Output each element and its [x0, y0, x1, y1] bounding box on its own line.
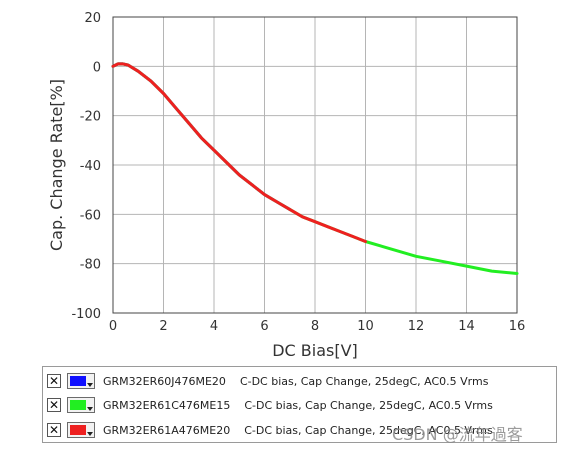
series-part-number: GRM32ER60J476ME20 [103, 374, 226, 388]
x-axis-label: DC Bias[V] [272, 341, 358, 360]
x-tick-label: 10 [357, 319, 374, 334]
y-tick-labels: 20 0 -20 -40 -60 -80 -100 [71, 11, 101, 322]
y-tick-label: -100 [71, 307, 101, 322]
series-checkbox[interactable]: ✕ [47, 374, 61, 388]
legend-row: ✕ GRM32ER61A476ME20 C-DC bias, Cap Chang… [47, 420, 493, 440]
color-picker-button[interactable] [67, 373, 95, 389]
series-color-swatch [70, 376, 86, 386]
x-tick-label: 16 [509, 319, 526, 334]
x-tick-label: 14 [458, 319, 475, 334]
chevron-down-icon [87, 383, 93, 387]
x-tick-label: 12 [408, 319, 425, 334]
series-checkbox[interactable]: ✕ [47, 398, 61, 412]
y-axis-label: Cap. Change Rate[%] [47, 79, 66, 251]
plot-area-frame [112, 16, 518, 314]
series-line [111, 62, 367, 243]
color-picker-button[interactable] [67, 422, 95, 438]
series-description: C-DC bias, Cap Change, 25degC, AC0.5 Vrm… [244, 423, 493, 437]
series-color-swatch [70, 400, 86, 410]
chevron-down-icon [87, 407, 93, 411]
y-tick-label: -80 [80, 258, 101, 273]
legend: ✕ GRM32ER60J476ME20 C-DC bias, Cap Chang… [42, 366, 557, 443]
color-picker-button[interactable] [67, 397, 95, 413]
y-tick-label: -60 [80, 208, 101, 223]
legend-row: ✕ GRM32ER61C476ME15 C-DC bias, Cap Chang… [47, 395, 493, 415]
series-description: C-DC bias, Cap Change, 25degC, AC0.5 Vrm… [244, 398, 493, 412]
series-part-number: GRM32ER61A476ME20 [103, 423, 231, 437]
series-color-swatch [70, 425, 86, 435]
series-layer [111, 62, 519, 275]
watermark: CSDN @流年過客 [392, 425, 523, 444]
y-tick-label: 0 [93, 60, 101, 75]
legend-row: ✕ GRM32ER60J476ME20 C-DC bias, Cap Chang… [47, 371, 488, 391]
y-tick-label: -40 [80, 159, 101, 174]
x-tick-label: 2 [159, 319, 167, 334]
x-tick-label: 8 [311, 319, 319, 334]
x-tick-label: 6 [260, 319, 268, 334]
series-description: C-DC bias, Cap Change, 25degC, AC0.5 Vrm… [239, 374, 489, 388]
x-tick-label: 0 [109, 319, 117, 334]
x-tick-label: 4 [210, 319, 218, 334]
y-tick-label: 20 [84, 11, 101, 26]
series-part-number: GRM32ER61C476ME15 [103, 398, 231, 412]
series-checkbox[interactable]: ✕ [47, 423, 61, 437]
chart: 0 2 4 6 8 10 12 14 16 20 0 -20 -40 -60 -80 -100 DC Bia… [47, 11, 526, 360]
x-tick-labels: 0 2 4 6 8 10 12 14 16 [109, 319, 525, 334]
y-tick-label: -20 [80, 110, 101, 125]
chevron-down-icon [87, 432, 93, 436]
